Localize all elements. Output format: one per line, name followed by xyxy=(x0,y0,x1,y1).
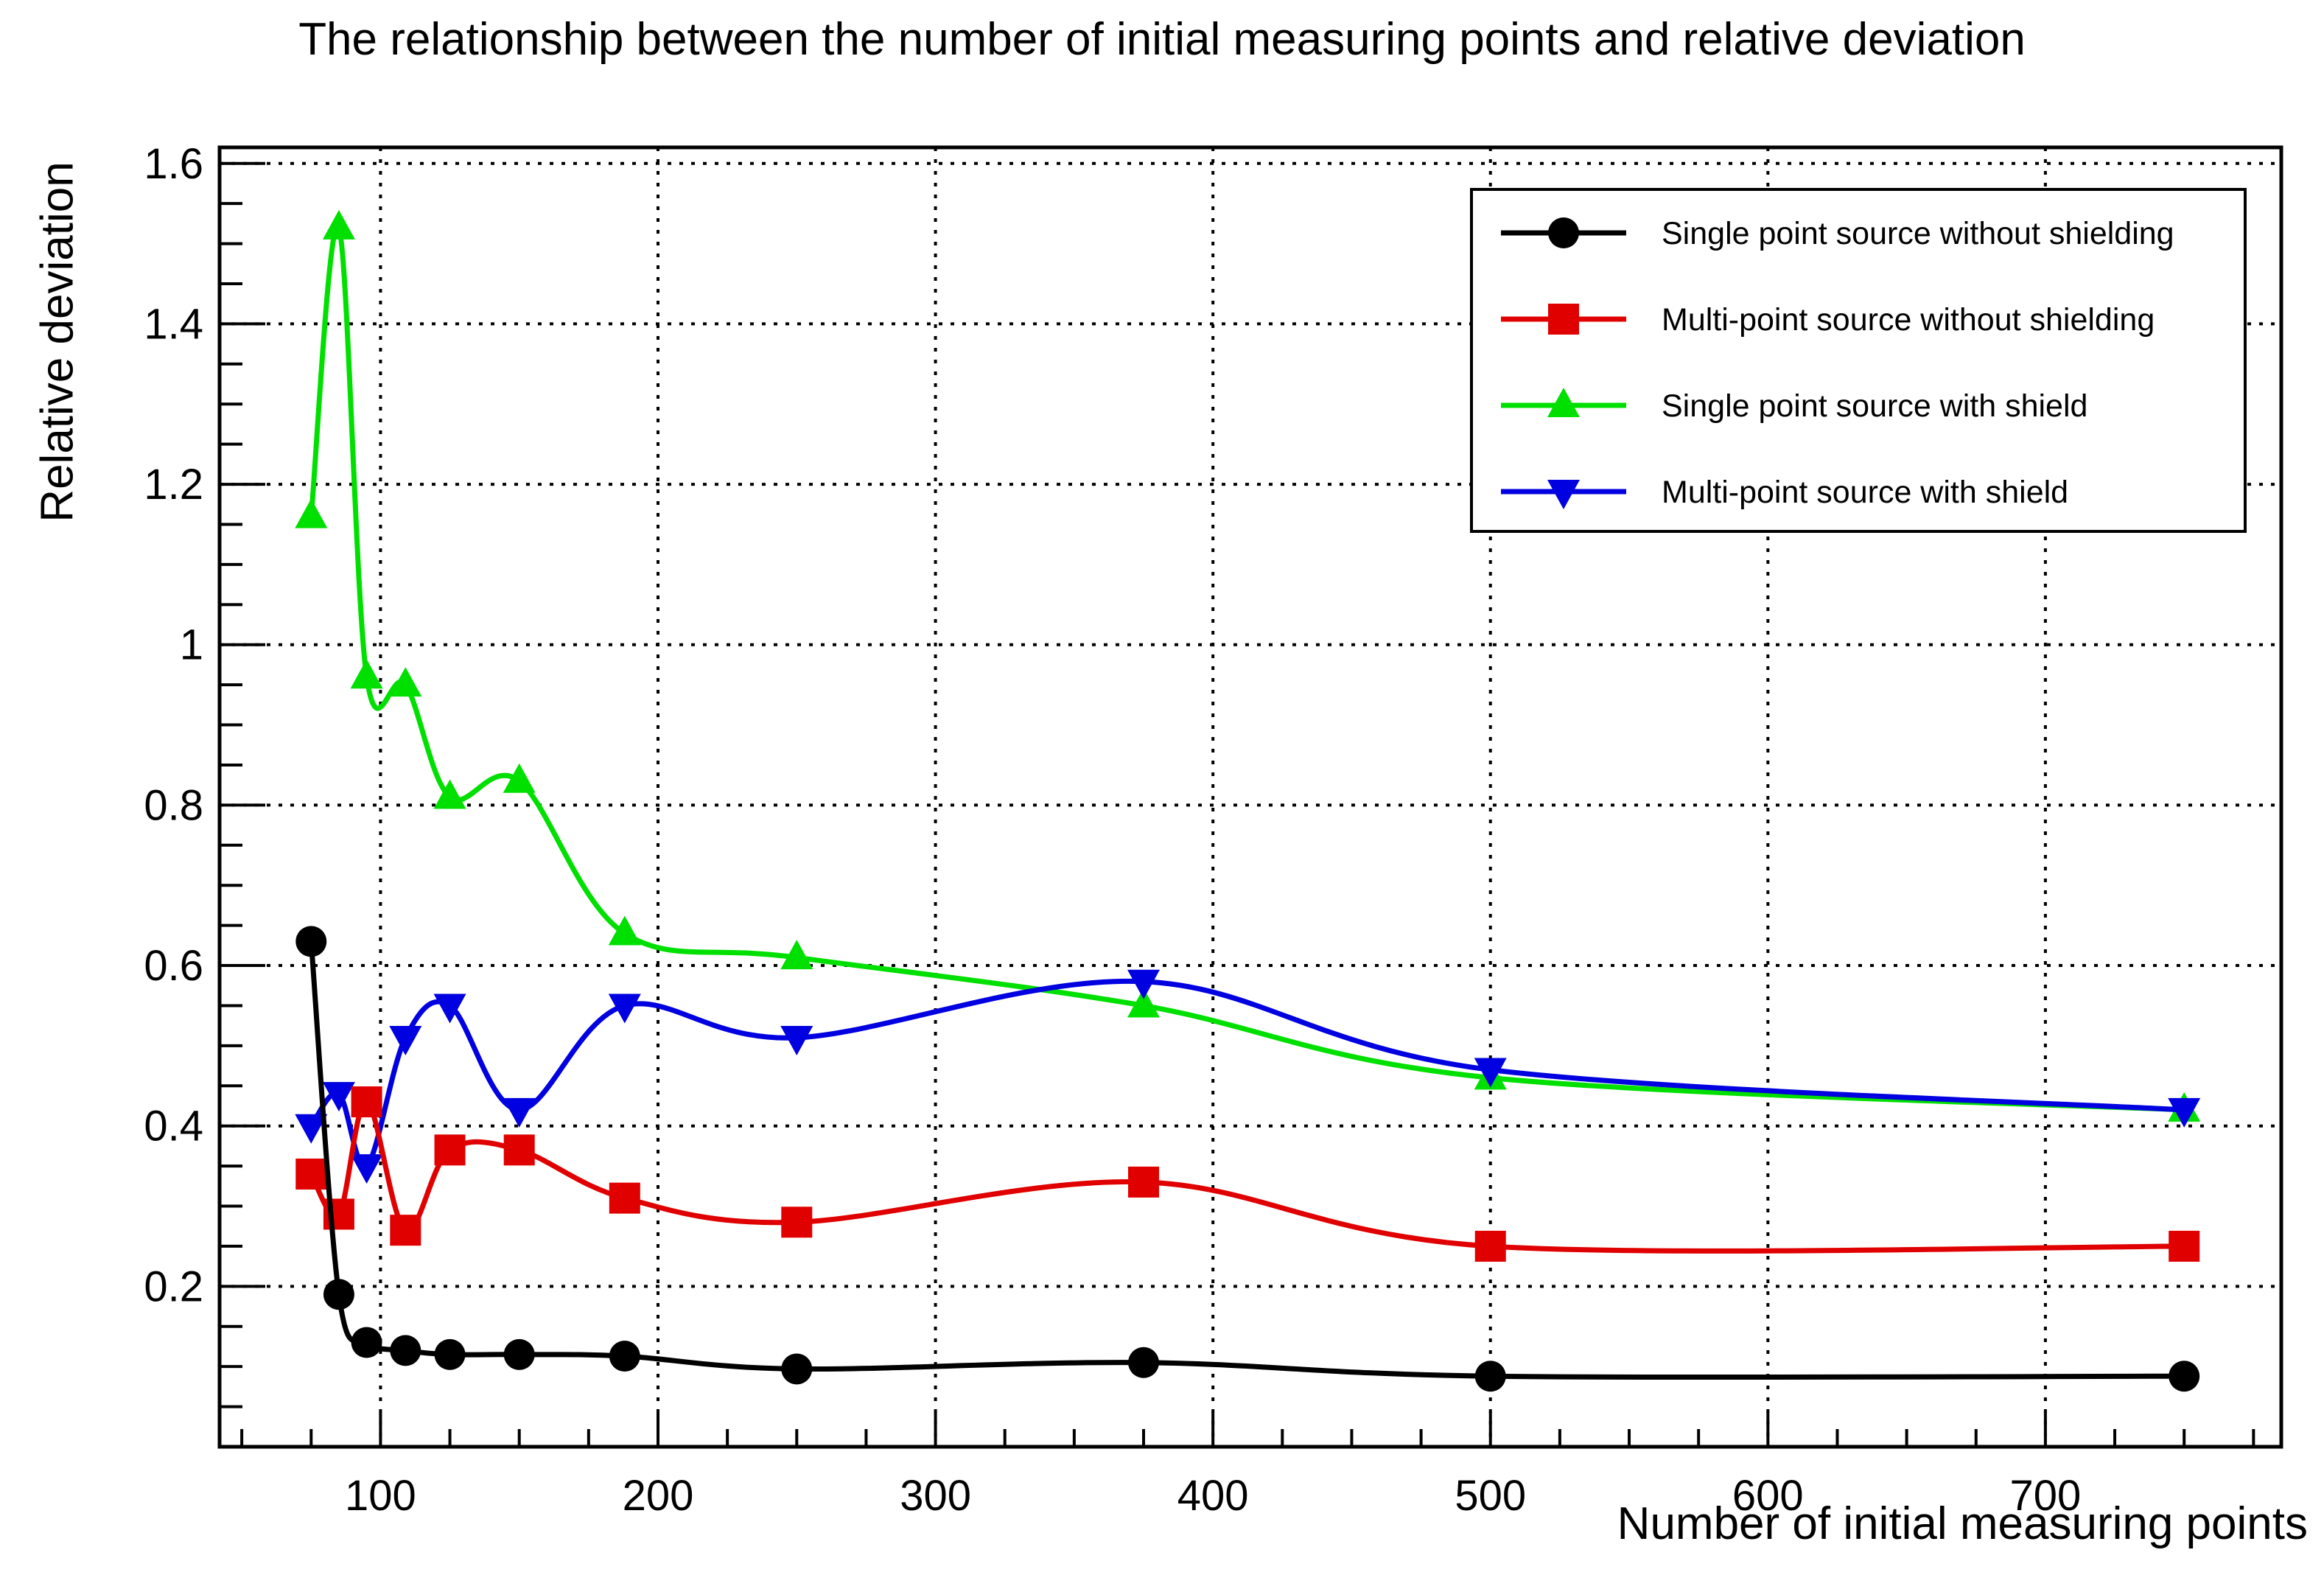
grid-lines xyxy=(220,147,2281,1447)
data-point xyxy=(434,1134,466,1166)
plot-frame xyxy=(217,145,2283,1449)
data-point xyxy=(609,1182,640,1214)
data-point xyxy=(295,1114,328,1144)
data-point xyxy=(433,779,466,809)
data-point xyxy=(1127,969,1161,999)
y-tick-label: 0.8 xyxy=(144,781,203,829)
legend-label: Multi-point source without shielding xyxy=(1662,302,2155,338)
legend-label: Multi-point source with shield xyxy=(1662,475,2068,510)
data-point xyxy=(780,1025,813,1055)
data-point xyxy=(503,763,536,793)
data-point xyxy=(503,1097,536,1128)
data-point xyxy=(608,993,641,1024)
data-point xyxy=(1127,988,1161,1018)
data-point xyxy=(780,940,813,970)
x-axis-label: Number of initial measuring points xyxy=(1617,1498,2308,1549)
data-point xyxy=(434,1338,466,1370)
data-point xyxy=(323,1279,354,1310)
data-point xyxy=(781,1353,813,1385)
series-line xyxy=(309,1099,2185,1254)
data-point xyxy=(390,1335,421,1366)
legend-marker xyxy=(1547,480,1580,509)
data-point xyxy=(2169,1361,2200,1392)
series-4 xyxy=(295,969,2201,1184)
legend-label: Single point source with shield xyxy=(1662,388,2087,424)
data-series xyxy=(295,209,2201,1392)
legend-label: Single point source without shielding xyxy=(1662,216,2174,251)
chart-title: The relationship between the number of i… xyxy=(298,14,2026,65)
data-point xyxy=(295,926,327,957)
x-tick-label: 600 xyxy=(1732,1472,1804,1520)
data-point xyxy=(433,993,466,1024)
series-line xyxy=(308,941,2185,1380)
data-point xyxy=(503,1134,535,1166)
data-point xyxy=(1128,1347,1160,1378)
data-point xyxy=(1474,1058,1507,1088)
data-point xyxy=(350,1154,383,1184)
data-point xyxy=(389,667,422,697)
legend-marker xyxy=(1547,388,1580,417)
y-tick-label: 1.6 xyxy=(144,140,203,188)
data-point xyxy=(1474,1361,1506,1392)
axes: 100 200 300 400 500 600 700 0.2 0.4 0.6 0.8 1 1.2 1.4… xyxy=(144,140,2283,1520)
data-point xyxy=(322,209,355,240)
x-tick-label: 400 xyxy=(1177,1472,1249,1520)
data-point xyxy=(295,498,328,528)
series-line xyxy=(308,223,2185,1113)
legend: Single point source without shielding Mul… xyxy=(1470,188,2247,533)
legend-box xyxy=(1470,188,2247,533)
x-tick-label: 700 xyxy=(2010,1472,2082,1520)
x-tick-label: 500 xyxy=(1455,1472,1526,1520)
series-2 xyxy=(295,1086,2200,1262)
y-tick-label: 0.4 xyxy=(144,1103,203,1150)
data-point xyxy=(389,1025,422,1055)
data-point xyxy=(322,1082,355,1112)
x-tick-label: 200 xyxy=(623,1472,694,1520)
data-point xyxy=(350,659,383,689)
data-point xyxy=(608,915,641,946)
y-tick-label: 1.4 xyxy=(144,300,203,348)
data-point xyxy=(351,1327,382,1358)
y-tick-label: 0.6 xyxy=(144,942,203,990)
data-point xyxy=(351,1086,382,1118)
legend-marker xyxy=(1548,304,1579,335)
data-point xyxy=(781,1206,813,1238)
data-point xyxy=(1474,1230,1506,1262)
data-point xyxy=(609,1341,640,1372)
y-tick-label: 1.2 xyxy=(144,461,203,509)
series-3 xyxy=(295,209,2201,1122)
x-tick-label: 100 xyxy=(345,1472,416,1520)
data-point xyxy=(390,1215,421,1246)
data-point xyxy=(2169,1230,2200,1262)
legend-marker xyxy=(1548,217,1579,248)
y-tick-label: 0.2 xyxy=(144,1263,203,1310)
data-point xyxy=(503,1338,535,1370)
series-line xyxy=(309,978,2185,1170)
y-tick-label: 1 xyxy=(180,621,203,669)
data-point xyxy=(295,1158,327,1190)
x-tick-label: 300 xyxy=(900,1472,971,1520)
data-point xyxy=(2168,1097,2201,1128)
data-point xyxy=(1128,1166,1160,1198)
series-1 xyxy=(295,926,2200,1392)
